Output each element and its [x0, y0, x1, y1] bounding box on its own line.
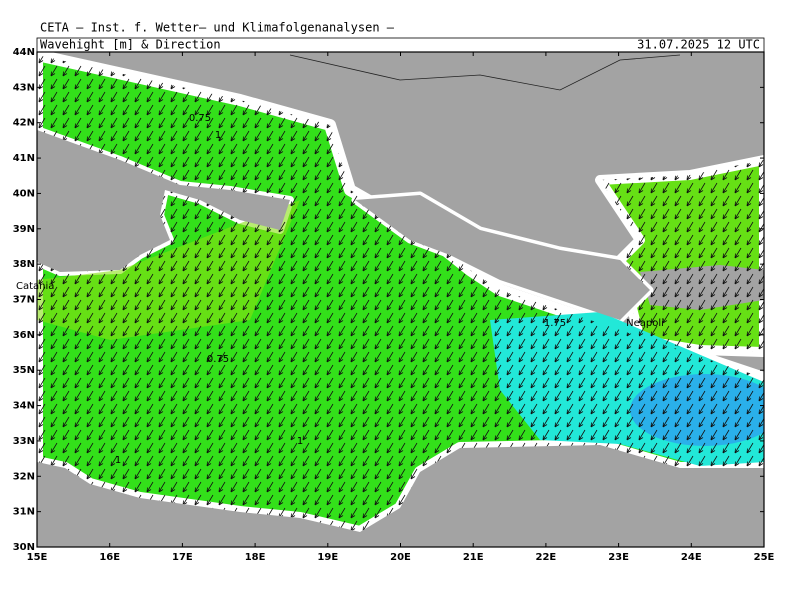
lat-label: 39N: [13, 224, 35, 235]
lat-label: 41N: [13, 153, 35, 164]
place-label: Neapoli: [626, 318, 664, 329]
africa: [37, 445, 764, 547]
direction-arrows: [37, 55, 764, 532]
italy: [37, 130, 290, 272]
lon-label: 16E: [99, 552, 120, 563]
lat-label: 32N: [13, 471, 35, 482]
lon-label: 22E: [536, 552, 557, 563]
contour-label: 1: [297, 436, 303, 447]
lat-label: 33N: [13, 436, 35, 447]
lat-label: 42N: [13, 118, 35, 129]
place-label: Catania: [16, 281, 54, 292]
lon-label: 23E: [608, 552, 629, 563]
lon-label: 20E: [390, 552, 411, 563]
contour-label: 0.75: [189, 113, 211, 124]
lat-label: 31N: [13, 507, 35, 518]
contour-label: 0.75: [207, 354, 229, 365]
product: Wavehight [m] & Direction: [40, 38, 221, 52]
contour-label: 1.75: [544, 318, 566, 329]
lat-label: 34N: [13, 401, 35, 412]
lon-label: 15E: [27, 552, 48, 563]
lat-label: 30N: [13, 542, 35, 553]
lat-label: 44N: [13, 47, 35, 58]
lon-label: 18E: [245, 552, 266, 563]
lon-label: 17E: [172, 552, 193, 563]
contour-label: 1: [115, 455, 121, 466]
direction-arrows: [600, 160, 764, 352]
borders: [289, 54, 681, 91]
lat-label: 40N: [13, 188, 35, 199]
map-area: [37, 52, 764, 547]
contour-label: 1: [215, 130, 221, 141]
lon-label: 24E: [681, 552, 702, 563]
greece: [355, 195, 650, 320]
lon-label: 19E: [317, 552, 338, 563]
valid-time: 31.07.2025 12 UTC: [637, 38, 760, 52]
institute: CETA – Inst. f. Wetter– und Klimafolgena…: [40, 21, 395, 35]
lon-label: 21E: [463, 552, 484, 563]
lat-label: 43N: [13, 82, 35, 93]
lat-label: 38N: [13, 259, 35, 270]
lat-label: 35N: [13, 365, 35, 376]
lon-label: 25E: [754, 552, 775, 563]
lat-label: 36N: [13, 330, 35, 341]
lat-label: 37N: [13, 295, 35, 306]
